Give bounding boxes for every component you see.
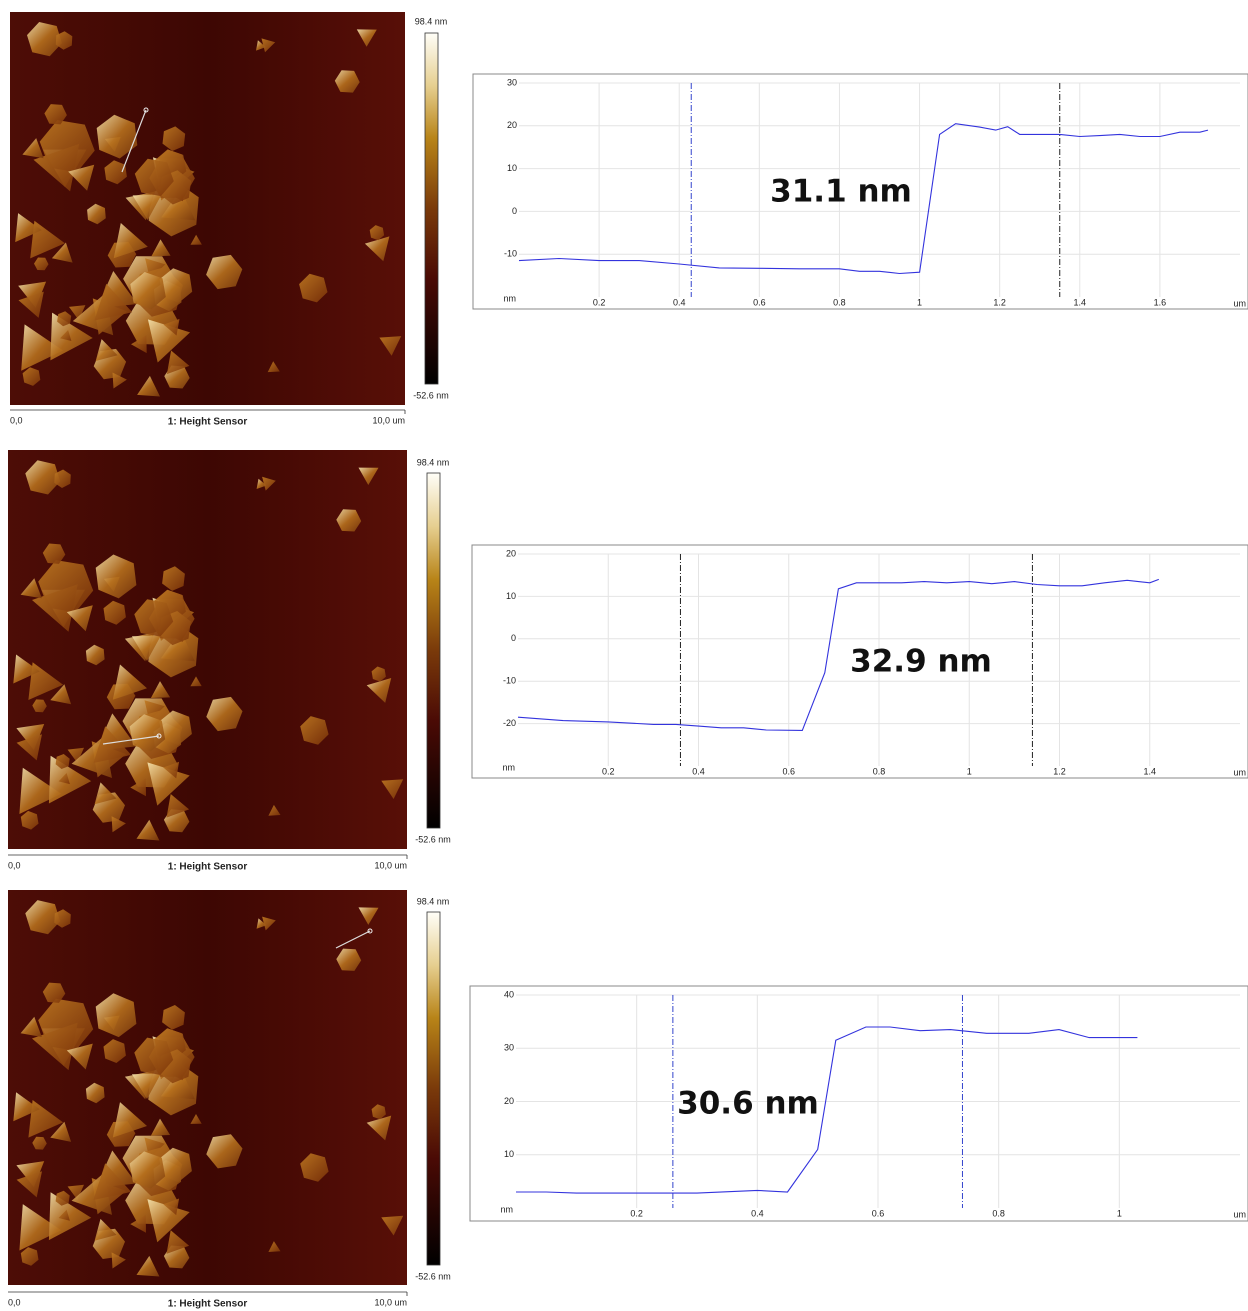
x-axis-label: um (1233, 767, 1246, 777)
step-height-annotation: 32.9 nm (850, 644, 992, 680)
x-tick-label: 0.2 (602, 766, 615, 776)
colorbar-max: 98.4 nm (417, 457, 450, 467)
x-tick-label: 0.8 (833, 297, 846, 307)
image-axis-start: 0,0 (10, 415, 23, 425)
image-title: 1: Height Sensor (168, 1299, 248, 1310)
step-height-annotation: 30.6 nm (677, 1086, 819, 1122)
x-tick-label: 1.2 (1053, 766, 1066, 776)
image-axis-start: 0,0 (8, 1297, 21, 1307)
image-axis-end: 10,0 um (374, 860, 407, 870)
y-tick-label: 30 (504, 1043, 514, 1053)
x-tick-label: 1 (917, 297, 922, 307)
y-tick-label: -10 (503, 676, 516, 686)
y-tick-label: 20 (504, 1096, 514, 1106)
y-axis-label: nm (503, 293, 516, 303)
image-title: 1: Height Sensor (168, 417, 248, 428)
y-tick-label: 10 (504, 1149, 514, 1159)
y-tick-label: 0 (512, 206, 517, 216)
y-axis-label: nm (502, 762, 515, 772)
y-tick-label: 30 (507, 77, 517, 87)
colorbar (427, 912, 440, 1265)
chart-frame (470, 986, 1248, 1221)
figure: 98.4 nm-52.6 nm0,010,0 um1: Height Senso… (0, 0, 1248, 1311)
image-title: 1: Height Sensor (168, 862, 248, 873)
colorbar-max: 98.4 nm (417, 896, 450, 906)
image-axis-end: 10,0 um (374, 1297, 407, 1307)
image-axis-end: 10,0 um (372, 415, 405, 425)
x-tick-label: 0.4 (751, 1208, 764, 1218)
x-tick-label: 0.6 (782, 766, 795, 776)
x-tick-label: 0.8 (992, 1208, 1005, 1218)
y-tick-label: 0 (511, 633, 516, 643)
x-tick-label: 0.2 (593, 297, 606, 307)
x-tick-label: 0.6 (753, 297, 766, 307)
y-tick-label: 10 (506, 591, 516, 601)
x-axis-label: um (1233, 298, 1246, 308)
x-tick-label: 1.4 (1074, 297, 1087, 307)
y-tick-label: -10 (504, 249, 517, 259)
y-tick-label: 20 (507, 120, 517, 130)
x-tick-label: 0.4 (692, 766, 705, 776)
step-height-annotation: 31.1 nm (770, 174, 912, 210)
image-axis-start: 0,0 (8, 860, 21, 870)
y-tick-label: -20 (503, 718, 516, 728)
x-tick-label: 1.6 (1154, 297, 1167, 307)
x-tick-label: 1.4 (1143, 766, 1156, 776)
colorbar-min: -52.6 nm (415, 834, 451, 844)
y-tick-label: 20 (506, 548, 516, 558)
colorbar-min: -52.6 nm (415, 1271, 451, 1281)
x-axis-label: um (1233, 1209, 1246, 1219)
x-tick-label: 1 (1117, 1208, 1122, 1218)
x-tick-label: 1 (967, 766, 972, 776)
x-tick-label: 0.6 (872, 1208, 885, 1218)
y-tick-label: 40 (504, 989, 514, 999)
x-tick-label: 0.2 (630, 1208, 643, 1218)
x-tick-label: 0.8 (873, 766, 886, 776)
y-axis-label: nm (500, 1204, 513, 1214)
colorbar-max: 98.4 nm (415, 16, 448, 26)
x-tick-label: 1.2 (993, 297, 1006, 307)
colorbar (427, 473, 440, 828)
x-tick-label: 0.4 (673, 297, 686, 307)
colorbar-min: -52.6 nm (413, 390, 449, 400)
colorbar (425, 33, 438, 384)
y-tick-label: 10 (507, 163, 517, 173)
